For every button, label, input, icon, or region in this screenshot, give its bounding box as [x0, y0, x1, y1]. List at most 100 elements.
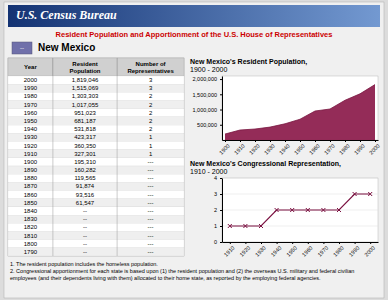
- table-cell: 93,516: [76, 192, 95, 198]
- table-header-cell: [53, 58, 117, 76]
- x-tick: 1990: [348, 242, 361, 258]
- x-tick: 2000: [368, 140, 381, 156]
- table-row: [8, 150, 184, 158]
- table-row: [8, 101, 184, 109]
- x-tick: 1930: [263, 140, 276, 156]
- table-cell: 1900: [24, 159, 38, 165]
- table-cell: 1790: [24, 249, 38, 255]
- table-header-text: Year: [24, 64, 37, 70]
- y-tick-mark: [220, 242, 222, 243]
- table: Year ResidentPopulation Number ofRepresent…: [8, 58, 184, 256]
- y-tick-mark: [220, 226, 222, 227]
- x-tick-mark: [315, 140, 316, 142]
- x-tick-label: 2000: [368, 143, 381, 156]
- table-frame: [8, 58, 184, 256]
- area-line: [225, 85, 375, 134]
- table-row: [8, 158, 184, 166]
- card: [4, 2, 384, 298]
- table-cell: 1: [149, 143, 153, 149]
- x-tick-mark: [277, 242, 278, 244]
- y-tick: 1,000,000: [193, 107, 222, 113]
- y-tick-label: 2,000,000: [193, 76, 217, 82]
- area: [225, 85, 375, 140]
- table-cell: 1920: [24, 143, 38, 149]
- x-tick-label: 1930: [263, 143, 276, 156]
- y-tick-mark: [220, 178, 222, 179]
- table-cell: 360,350: [74, 143, 96, 149]
- table-cell: 1,819,046: [72, 77, 99, 83]
- y-tick-label: 1,500,000: [193, 92, 217, 98]
- table-header-line: Number of: [136, 61, 167, 67]
- table-cell: 1880: [24, 175, 38, 181]
- y-tick: 2,000,000: [193, 76, 222, 82]
- header-bar: [8, 5, 380, 27]
- table-cell: 61,547: [76, 200, 95, 206]
- y-tick: 1: [214, 223, 222, 229]
- table-cell: 2: [149, 118, 153, 124]
- x-tick-mark: [308, 242, 309, 244]
- table-cell: 531,818: [74, 126, 96, 132]
- marker: [243, 224, 247, 228]
- table-header-cell: [117, 58, 184, 76]
- table-divider: [117, 58, 118, 256]
- table-cell: 3: [149, 85, 153, 91]
- table-cell: --: [83, 224, 87, 230]
- y-tick-label: 1: [214, 223, 217, 229]
- table-row: [8, 199, 184, 207]
- chart: New Mexico's Resident Population,1900 - …: [190, 58, 381, 156]
- x-tick: 1980: [338, 140, 351, 156]
- table-row: [8, 182, 184, 190]
- table-cell: ---: [148, 192, 154, 198]
- x-tick-mark: [292, 242, 293, 244]
- table-cell: 160,282: [74, 167, 96, 173]
- table-row: [8, 231, 184, 239]
- table-header-line: Year: [24, 64, 37, 70]
- x-tick-mark: [323, 242, 324, 244]
- x-tick-mark: [339, 242, 340, 244]
- table-cell: ---: [148, 167, 154, 173]
- x-tick-label: 1910: [223, 245, 236, 258]
- x-tick: 1900: [218, 140, 231, 156]
- x-tick-label: 1930: [254, 245, 267, 258]
- table-cell: ---: [148, 175, 154, 181]
- y-tick-label: 2: [214, 207, 217, 213]
- marker: [259, 224, 263, 228]
- x-tick-mark: [300, 140, 301, 142]
- header-text: U.S. Census Bureau: [16, 8, 117, 22]
- table-cell: 1860: [24, 192, 38, 198]
- table-cell: 1970: [24, 102, 38, 108]
- x-tick-mark: [345, 140, 346, 142]
- x-tick-mark: [330, 140, 331, 142]
- x-tick: 1970: [316, 242, 329, 258]
- table-row: [8, 109, 184, 117]
- x-tick-mark: [261, 242, 262, 244]
- x-tick: 1920: [238, 242, 251, 258]
- footnote-line: 1. The resident population includes the …: [10, 261, 158, 267]
- x-tick-label: 1970: [323, 143, 336, 156]
- x-tick: 1990: [353, 140, 366, 156]
- x-axis: 1910192019301940195019601970198019902000: [223, 242, 379, 258]
- y-tick-label: 3: [214, 191, 217, 197]
- y-tick: 1,500,000: [193, 92, 222, 98]
- x-tick: 2000: [363, 242, 376, 258]
- x-tick-mark: [255, 140, 256, 142]
- x-tick: 1910: [223, 242, 236, 258]
- table-cell: ---: [148, 159, 154, 165]
- chart-title: New Mexico's Resident Population,: [190, 58, 307, 66]
- state-icon-text: --: [20, 45, 24, 51]
- x-axis-line: [223, 242, 379, 243]
- x-tick-mark: [270, 140, 271, 142]
- y-tick: 0: [214, 239, 222, 245]
- table-header-text: ResidentPopulation: [70, 61, 101, 74]
- y-tick: 3: [214, 191, 222, 197]
- table-header-line: Representatives: [127, 68, 174, 74]
- table-cell: 1950: [24, 118, 38, 124]
- x-tick-label: 2000: [363, 245, 376, 258]
- table-row: [8, 141, 184, 149]
- x-tick: 1940: [278, 140, 291, 156]
- y-tick-mark: [220, 125, 222, 126]
- x-tick: 1950: [285, 242, 298, 258]
- table-cell: 1,017,055: [72, 102, 99, 108]
- table-cell: 1,303,303: [72, 93, 99, 99]
- x-tick-label: 1920: [248, 143, 261, 156]
